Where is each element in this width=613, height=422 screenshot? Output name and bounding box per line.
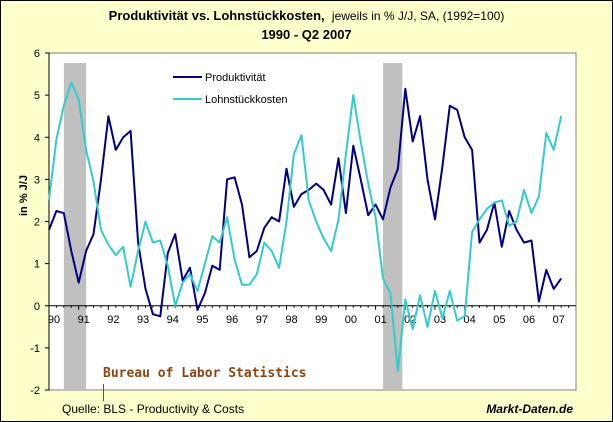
y-tick-label-3: 3 (34, 174, 40, 186)
recession-band-1 (63, 63, 87, 390)
y-tick-label-6: 6 (34, 48, 40, 60)
legend-label-2: Lohnstückkosten (205, 94, 288, 106)
x-tick-label-94: 94 (167, 314, 179, 326)
x-tick-label-97: 97 (256, 314, 268, 326)
x-tick-label-04: 04 (464, 314, 476, 326)
y-tick-label--1: -1 (30, 343, 40, 355)
x-tick-label-95: 95 (196, 314, 208, 326)
x-tick-label-06: 06 (523, 314, 535, 326)
legend: Produktivität Lohnstückkosten (173, 72, 288, 106)
y-tick-label-5: 5 (34, 90, 40, 102)
x-tick-label-92: 92 (107, 314, 119, 326)
x-tick-label-90: 90 (48, 314, 60, 326)
y-tick-label-0: 0 (34, 301, 40, 313)
chart-title-main: Produktivität vs. Lohnstückkosten, (108, 8, 325, 23)
recession-bands (63, 63, 403, 390)
x-tick-label-91: 91 (78, 314, 90, 326)
x-tick-label-99: 99 (315, 314, 327, 326)
y-tick-label-2: 2 (34, 217, 40, 229)
x-tick-label-98: 98 (285, 314, 297, 326)
x-tick-label-01: 01 (374, 314, 386, 326)
series-line-produktivitaet (48, 87, 563, 318)
legend-label-1: Produktivität (205, 72, 266, 84)
x-tick-label-07: 07 (553, 314, 565, 326)
x-tick-label-00: 00 (345, 314, 357, 326)
source-note: Quelle: BLS - Productivity & Costs (62, 402, 245, 416)
y-tick-label--2: -2 (30, 385, 40, 397)
recession-band-2 (383, 63, 403, 390)
x-tick-label-96: 96 (226, 314, 238, 326)
watermark-text: Bureau of Labor Statistics (103, 366, 307, 381)
series-line-lohnstueckkosten (48, 81, 563, 372)
y-tick-label-4: 4 (34, 132, 40, 144)
x-tick-label-93: 93 (137, 314, 149, 326)
chart-title: Produktivität vs. Lohnstückkosten, jewei… (0, 8, 613, 23)
y-tick-label-1: 1 (34, 259, 40, 271)
series-lines (48, 81, 563, 372)
chart-period: 1990 - Q2 2007 (261, 27, 352, 42)
brand-label: Markt-Daten.de (486, 402, 573, 416)
watermark-pointer (103, 384, 104, 401)
x-tick-label-03: 03 (434, 314, 446, 326)
chart-subtitle: jeweils in % J/J, SA, (1992=100) (331, 9, 505, 23)
x-tick-label-05: 05 (493, 314, 505, 326)
